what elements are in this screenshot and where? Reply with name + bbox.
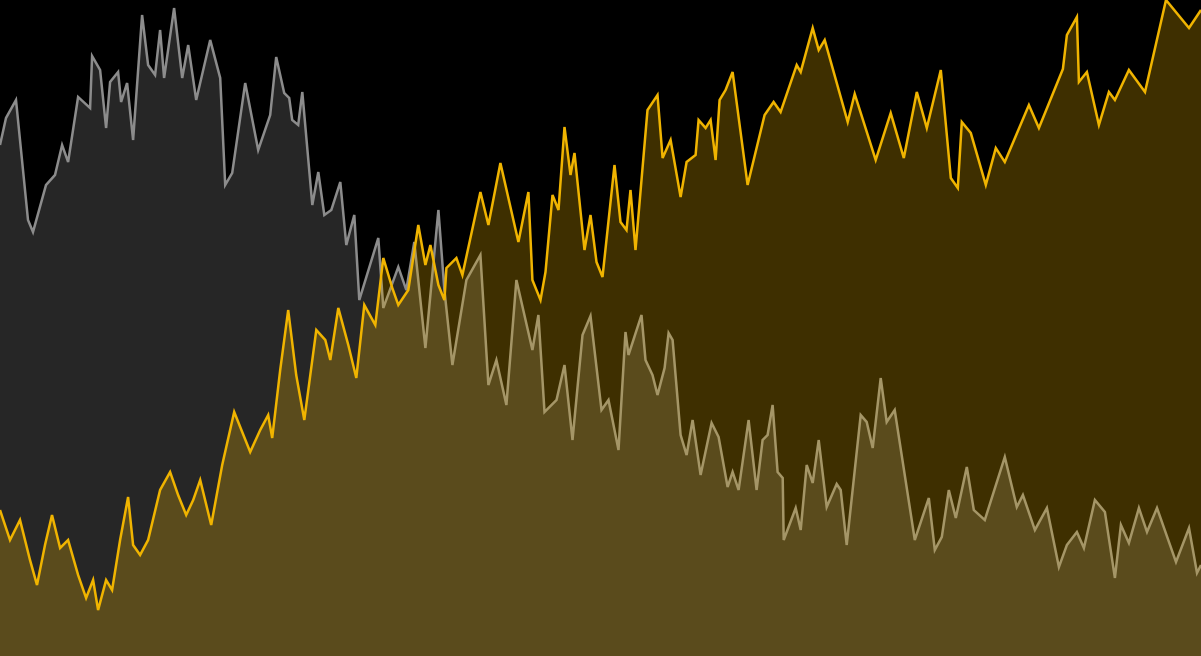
area-fill	[0, 8, 1201, 656]
area-line	[0, 7, 1201, 579]
area-line	[0, 0, 1201, 611]
